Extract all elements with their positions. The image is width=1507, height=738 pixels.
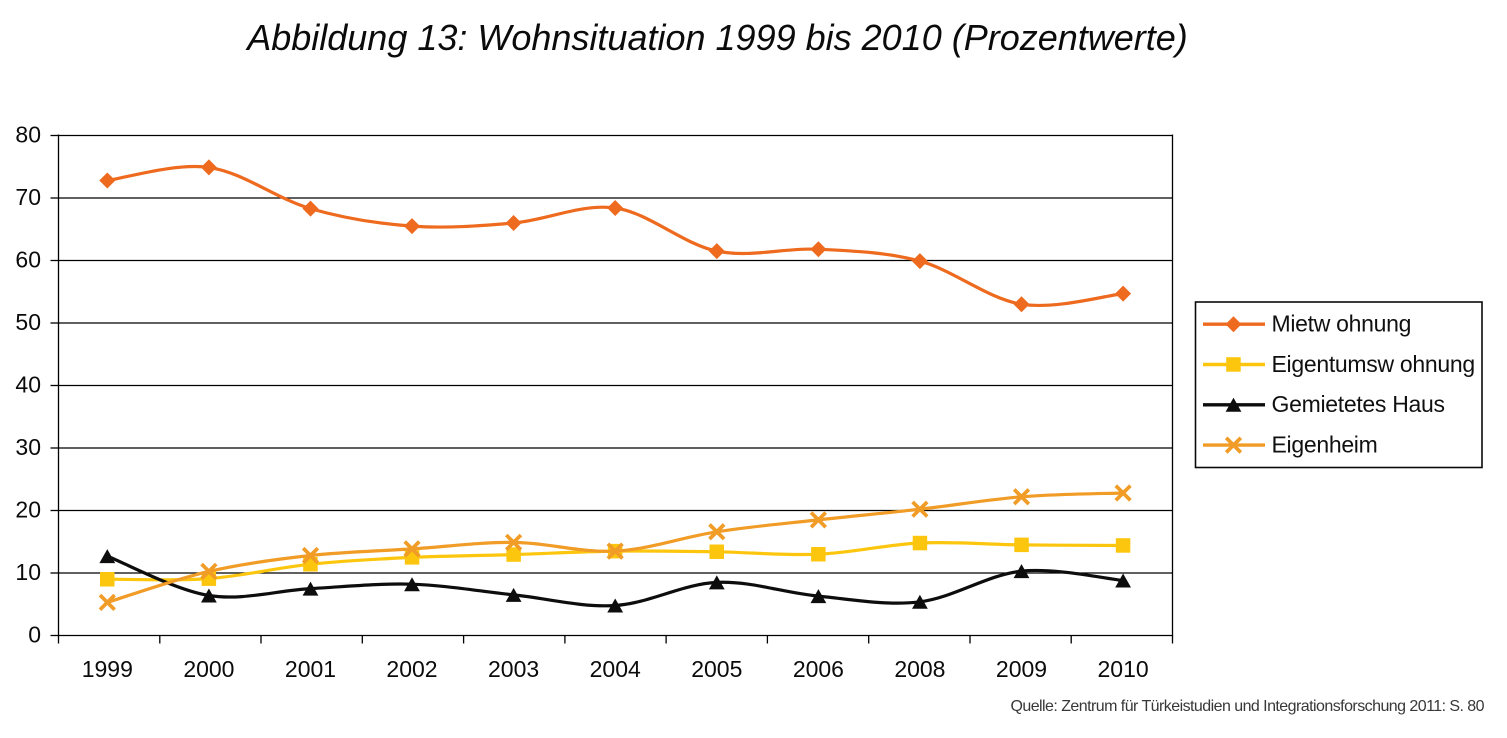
svg-text:Mietw ohnung: Mietw ohnung [1272, 311, 1412, 337]
svg-text:50: 50 [15, 309, 41, 335]
svg-text:2001: 2001 [285, 656, 336, 682]
svg-text:20: 20 [15, 497, 41, 523]
svg-text:2010: 2010 [1098, 656, 1149, 682]
svg-text:2009: 2009 [996, 656, 1047, 682]
svg-text:70: 70 [15, 184, 41, 210]
svg-text:Eigenheim: Eigenheim [1272, 432, 1378, 458]
svg-text:40: 40 [15, 372, 41, 398]
svg-text:Abbildung 13: Wohnsituation 19: Abbildung 13: Wohnsituation 1999 bis 201… [245, 17, 1188, 58]
svg-text:Eigentumsw ohnung: Eigentumsw ohnung [1272, 351, 1475, 377]
svg-text:60: 60 [15, 247, 41, 273]
svg-text:2004: 2004 [590, 656, 641, 682]
svg-text:80: 80 [15, 122, 41, 148]
svg-text:2008: 2008 [894, 656, 945, 682]
svg-text:2000: 2000 [183, 656, 234, 682]
svg-text:1999: 1999 [82, 656, 133, 682]
svg-text:30: 30 [15, 434, 41, 460]
svg-text:Gemietetes Haus: Gemietetes Haus [1272, 391, 1445, 417]
svg-text:2002: 2002 [386, 656, 437, 682]
svg-text:10: 10 [15, 559, 41, 585]
svg-text:2006: 2006 [793, 656, 844, 682]
svg-text:2005: 2005 [691, 656, 742, 682]
svg-text:Quelle: Zentrum für Türkeistud: Quelle: Zentrum für Türkeistudien und In… [1010, 698, 1484, 715]
svg-text:2003: 2003 [488, 656, 539, 682]
svg-text:0: 0 [28, 622, 41, 648]
